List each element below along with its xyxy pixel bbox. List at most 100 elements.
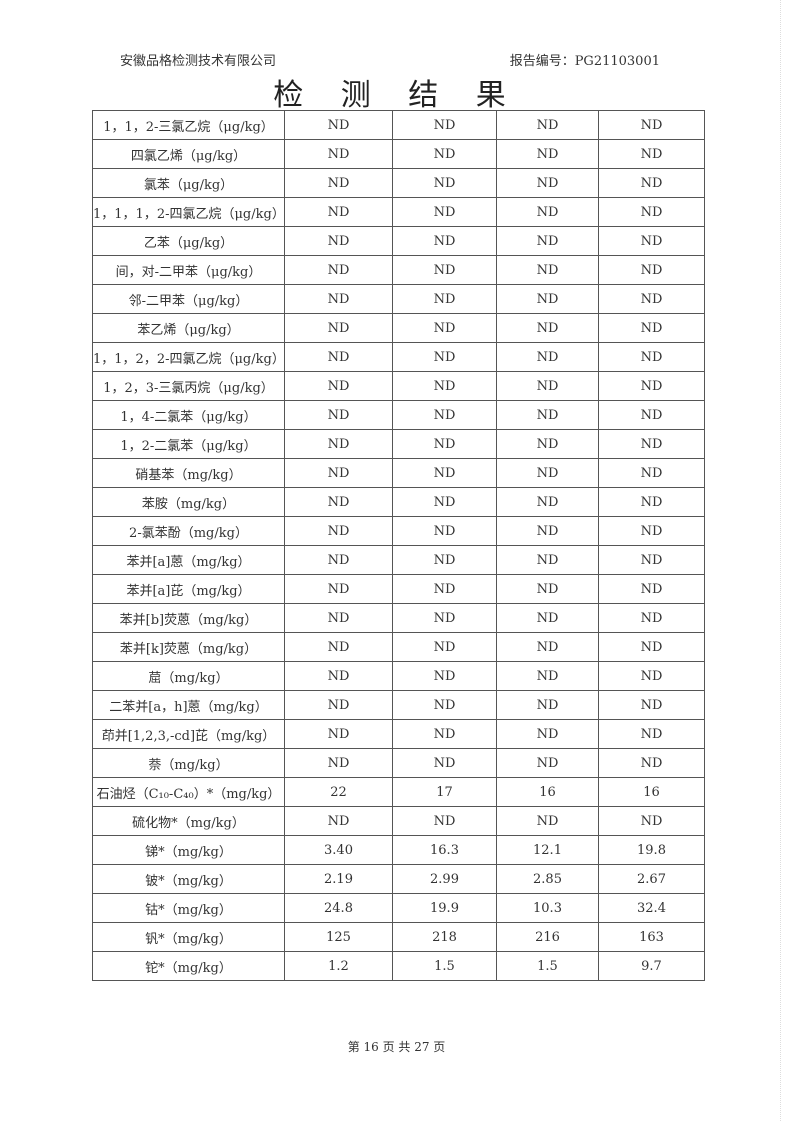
- result-cell: ND: [598, 168, 705, 198]
- result-cell: ND: [284, 400, 393, 430]
- result-cell: ND: [598, 458, 705, 488]
- result-cell: ND: [496, 197, 599, 227]
- result-cell: ND: [598, 487, 705, 517]
- result-cell: ND: [598, 516, 705, 546]
- page-number: 第 16 页 共 27 页: [347, 1040, 446, 1054]
- result-cell: ND: [284, 487, 393, 517]
- result-cell: ND: [284, 719, 393, 749]
- result-cell: 32.4: [598, 893, 705, 923]
- result-cell: ND: [598, 139, 705, 169]
- result-cell: ND: [496, 545, 599, 575]
- item-name-cell: 石油烃（C₁₀-C₄₀）*（mg/kg）: [92, 777, 285, 807]
- result-cell: ND: [284, 313, 393, 343]
- result-cell: 19.9: [392, 893, 497, 923]
- result-cell: ND: [392, 632, 497, 662]
- table-row: 1，1，2-三氯乙烷（μg/kg） ND ND ND ND: [92, 110, 705, 140]
- result-cell: ND: [496, 139, 599, 169]
- result-cell: ND: [284, 632, 393, 662]
- result-cell: ND: [496, 110, 599, 140]
- table-row: 1，1，1，2-四氯乙烷（μg/kg） ND ND ND ND: [92, 197, 705, 227]
- table-row: 钒*（mg/kg） 125 218 216 163: [92, 922, 705, 952]
- table-row: 1，4-二氯苯（μg/kg） ND ND ND ND: [92, 400, 705, 430]
- report-number: 报告编号：PG21103001: [509, 54, 660, 69]
- item-name-cell: 硫化物*（mg/kg）: [92, 806, 285, 836]
- result-cell: ND: [392, 690, 497, 720]
- result-cell: ND: [284, 545, 393, 575]
- result-cell: ND: [496, 574, 599, 604]
- result-cell: 16.3: [392, 835, 497, 865]
- result-cell: ND: [496, 255, 599, 285]
- result-cell: ND: [284, 429, 393, 459]
- table-row: 䓛（mg/kg） ND ND ND ND: [92, 661, 705, 691]
- result-cell: 1.2: [284, 951, 393, 981]
- result-cell: 2.99: [392, 864, 497, 894]
- table-row: 二苯并[a，h]蒽（mg/kg） ND ND ND ND: [92, 690, 705, 720]
- result-cell: ND: [284, 110, 393, 140]
- result-cell: 24.8: [284, 893, 393, 923]
- result-cell: ND: [392, 110, 497, 140]
- result-cell: 2.85: [496, 864, 599, 894]
- result-cell: ND: [496, 429, 599, 459]
- result-cell: ND: [284, 371, 393, 401]
- result-cell: ND: [284, 603, 393, 633]
- result-cell: ND: [496, 603, 599, 633]
- company-name: 安徽品格检测技术有限公司: [120, 54, 277, 69]
- result-cell: ND: [392, 516, 497, 546]
- result-cell: ND: [598, 748, 705, 778]
- result-cell: ND: [598, 255, 705, 285]
- result-cell: ND: [392, 806, 497, 836]
- result-cell: ND: [496, 371, 599, 401]
- result-cell: 1.5: [496, 951, 599, 981]
- table-row: 间，对-二甲苯（μg/kg） ND ND ND ND: [92, 255, 705, 285]
- item-name-cell: 苯并[b]荧蒽（mg/kg）: [92, 603, 285, 633]
- item-name-cell: 苯并[k]荧蒽（mg/kg）: [92, 632, 285, 662]
- result-cell: ND: [496, 690, 599, 720]
- result-cell: ND: [496, 342, 599, 372]
- result-cell: ND: [392, 545, 497, 575]
- result-cell: ND: [284, 342, 393, 372]
- result-cell: ND: [598, 313, 705, 343]
- item-name-cell: 四氯乙烯（μg/kg）: [92, 139, 285, 169]
- table-row: 苯并[k]荧蒽（mg/kg） ND ND ND ND: [92, 632, 705, 662]
- result-cell: ND: [392, 487, 497, 517]
- result-cell: 125: [284, 922, 393, 952]
- result-cell: ND: [392, 661, 497, 691]
- result-cell: ND: [392, 168, 497, 198]
- result-cell: ND: [496, 806, 599, 836]
- table-row: 硫化物*（mg/kg） ND ND ND ND: [92, 806, 705, 836]
- result-cell: ND: [598, 661, 705, 691]
- table-row: 1，1，2，2-四氯乙烷（μg/kg） ND ND ND ND: [92, 342, 705, 372]
- item-name-cell: 苯乙烯（μg/kg）: [92, 313, 285, 343]
- result-cell: 12.1: [496, 835, 599, 865]
- result-cell: ND: [496, 719, 599, 749]
- table-row: 2-氯苯酚（mg/kg） ND ND ND ND: [92, 516, 705, 546]
- result-cell: ND: [392, 226, 497, 256]
- result-cell: ND: [284, 168, 393, 198]
- item-name-cell: 1，1，1，2-四氯乙烷（μg/kg）: [92, 197, 285, 227]
- table-row: 邻-二甲苯（μg/kg） ND ND ND ND: [92, 284, 705, 314]
- result-cell: ND: [598, 719, 705, 749]
- result-cell: ND: [496, 226, 599, 256]
- result-cell: ND: [496, 661, 599, 691]
- item-name-cell: 苯胺（mg/kg）: [92, 487, 285, 517]
- result-cell: ND: [392, 255, 497, 285]
- page-title: 检 测 结 果: [273, 78, 520, 113]
- result-cell: 10.3: [496, 893, 599, 923]
- item-name-cell: 铊*（mg/kg）: [92, 951, 285, 981]
- result-cell: ND: [392, 284, 497, 314]
- item-name-cell: 1，2，3-三氯丙烷（μg/kg）: [92, 371, 285, 401]
- result-cell: ND: [392, 139, 497, 169]
- table-row: 铊*（mg/kg） 1.2 1.5 1.5 9.7: [92, 951, 705, 981]
- result-cell: ND: [598, 342, 705, 372]
- result-cell: ND: [392, 719, 497, 749]
- result-cell: ND: [284, 255, 393, 285]
- result-cell: ND: [284, 284, 393, 314]
- table-row: 铍*（mg/kg） 2.19 2.99 2.85 2.67: [92, 864, 705, 894]
- item-name-cell: 䓛（mg/kg）: [92, 661, 285, 691]
- item-name-cell: 苯并[a]芘（mg/kg）: [92, 574, 285, 604]
- item-name-cell: 乙苯（μg/kg）: [92, 226, 285, 256]
- item-name-cell: 邻-二甲苯（μg/kg）: [92, 284, 285, 314]
- result-cell: ND: [496, 313, 599, 343]
- result-cell: ND: [496, 168, 599, 198]
- result-cell: ND: [392, 400, 497, 430]
